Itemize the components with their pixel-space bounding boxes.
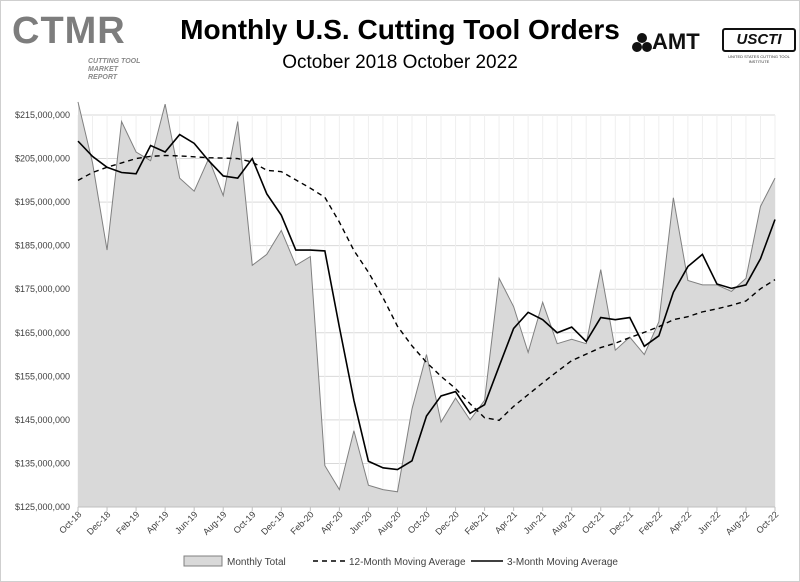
monthly-total-area — [78, 101, 775, 507]
chart-title: Monthly U.S. Cutting Tool Orders — [180, 14, 620, 45]
x-tick-label: Oct-22 — [754, 509, 780, 535]
ctmr-logo-tagline: CUTTING TOOL MARKET REPORT — [88, 58, 141, 81]
legend-label-ma3: 3-Month Moving Average — [507, 557, 618, 568]
y-tick-label: $195,000,000 — [15, 197, 70, 207]
legend-swatch-monthly-total — [183, 555, 223, 567]
x-tick-label: Aug-20 — [375, 509, 403, 537]
ma3-line — [77, 133, 776, 471]
x-tick-label: Aug-22 — [724, 509, 752, 537]
y-tick-label: $205,000,000 — [15, 154, 70, 164]
uscti-logo-text: USCTI — [722, 28, 796, 52]
x-tick-label: Oct-20 — [406, 509, 432, 535]
y-tick-label: $185,000,000 — [15, 241, 70, 251]
amt-logo-text: AMT — [652, 29, 700, 54]
legend-label-monthly-total: Monthly Total — [227, 557, 286, 568]
y-tick-label: $215,000,000 — [15, 110, 70, 120]
x-tick-label: Oct-19 — [231, 509, 257, 535]
monthly-total-line — [77, 101, 776, 493]
x-tick-label: Aug-21 — [550, 509, 578, 537]
x-tick-label: Feb-19 — [114, 509, 141, 536]
x-tick-label: Apr-20 — [319, 509, 345, 535]
y-tick-label: $175,000,000 — [15, 284, 70, 294]
x-tick-label: Jun-22 — [696, 509, 723, 536]
x-tick-label: Jun-20 — [347, 509, 374, 536]
x-tick-label: Oct-21 — [580, 509, 606, 535]
x-tick-label: Aug-19 — [201, 509, 229, 537]
ma12-line — [77, 154, 776, 422]
amt-logo-icon — [632, 33, 652, 52]
legend-label-ma12: 12-Month Moving Average — [349, 557, 466, 568]
x-tick-label: Jun-19 — [173, 509, 200, 536]
ctmr-logo: CTMR CUTTING TOOL MARKET REPORT — [12, 10, 152, 81]
y-tick-label: $125,000,000 — [15, 502, 70, 512]
x-tick-label: Oct-18 — [57, 509, 83, 535]
x-tick-label: Apr-21 — [493, 509, 519, 535]
y-tick-label: $165,000,000 — [15, 328, 70, 338]
x-tick-label: Apr-22 — [667, 509, 693, 535]
uscti-logo-tagline: UNITED STATES CUTTING TOOL INSTITUTE — [728, 54, 790, 64]
x-tick-label: Feb-21 — [463, 509, 490, 536]
x-tick-label: Dec-19 — [259, 509, 287, 537]
ctmr-logo-text: CTMR — [12, 10, 126, 52]
chart-subtitle: October 2018 October 2022 — [282, 52, 518, 73]
x-tick-label: Apr-19 — [144, 509, 170, 535]
y-tick-label: $155,000,000 — [15, 371, 70, 381]
x-tick-label: Feb-20 — [289, 509, 316, 536]
x-tick-label: Feb-22 — [637, 509, 664, 536]
y-tick-label: $145,000,000 — [15, 415, 70, 425]
x-tick-label: Dec-21 — [608, 509, 636, 537]
uscti-logo: USCTI UNITED STATES CUTTING TOOL INSTITU… — [722, 28, 796, 64]
x-tick-label: Dec-18 — [85, 509, 113, 537]
x-tick-label: Jun-21 — [522, 509, 549, 536]
y-tick-label: $135,000,000 — [15, 458, 70, 468]
x-tick-label: Dec-20 — [433, 509, 461, 537]
